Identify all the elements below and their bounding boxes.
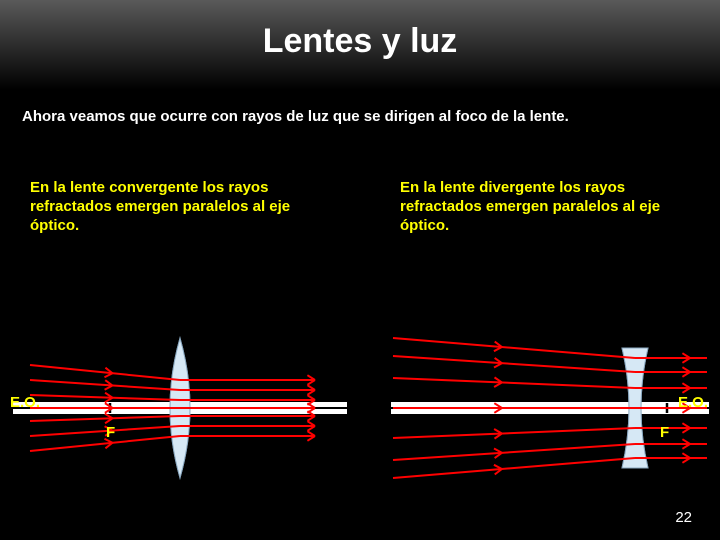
diverging-description: En la lente divergente los rayos refract… xyxy=(400,178,700,236)
eo-label-left: E.O. xyxy=(10,394,40,411)
focus-label-left: F xyxy=(106,424,115,441)
converging-description: En la lente convergente los rayos refrac… xyxy=(30,178,340,236)
diverging-lens-diagram xyxy=(385,320,715,495)
subtitle-text: Ahora veamos que ocurre con rayos de luz… xyxy=(22,108,698,125)
page-number: 22 xyxy=(675,509,692,526)
page-title: Lentes y luz xyxy=(0,22,720,61)
eo-label-right: E.O. xyxy=(678,394,708,411)
converging-lens-diagram xyxy=(5,320,355,480)
focus-label-right: F xyxy=(660,424,669,441)
